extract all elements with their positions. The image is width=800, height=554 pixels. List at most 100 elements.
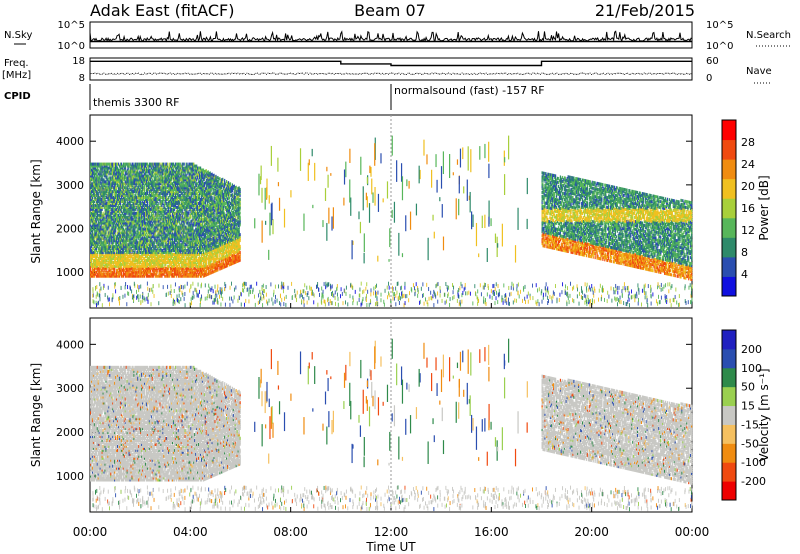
power-cell xyxy=(134,264,136,268)
power-cell xyxy=(152,194,154,198)
power-cell xyxy=(134,197,136,202)
power-cell xyxy=(113,225,115,229)
power-cell xyxy=(121,186,124,190)
power-cell xyxy=(145,245,148,249)
power-cell xyxy=(125,231,127,235)
power-cell xyxy=(130,186,132,190)
power-cell xyxy=(139,215,141,219)
power-cell xyxy=(150,274,152,278)
power-cell xyxy=(145,272,148,276)
power-cell xyxy=(95,260,97,264)
power-cell xyxy=(91,262,94,266)
power-cell xyxy=(145,176,148,180)
power-cell xyxy=(146,221,149,225)
power-cell xyxy=(152,197,154,202)
power-cell xyxy=(133,254,135,259)
power-cell xyxy=(112,270,114,274)
power-cell xyxy=(91,195,94,200)
power-cell xyxy=(99,274,101,278)
power-cell xyxy=(134,172,136,176)
power-cell xyxy=(134,207,136,211)
power-cell xyxy=(152,262,154,266)
power-cell xyxy=(90,237,93,241)
power-cell xyxy=(147,215,150,219)
power-cell xyxy=(154,233,156,237)
power-cell xyxy=(129,262,131,266)
power-cell xyxy=(130,243,132,247)
power-cell xyxy=(138,166,140,170)
power-cell xyxy=(111,211,113,215)
power-cell xyxy=(108,213,110,217)
power-cell xyxy=(92,164,95,168)
power-cell xyxy=(153,190,155,194)
power-cell xyxy=(96,252,98,257)
power-cell xyxy=(115,237,117,241)
power-cell xyxy=(92,190,95,194)
power-cell xyxy=(107,221,109,225)
power-cell xyxy=(142,221,144,225)
power-cell xyxy=(127,245,129,249)
power-cell xyxy=(116,215,118,219)
power-cell xyxy=(129,178,131,182)
power-cell xyxy=(132,176,134,180)
power-cell xyxy=(93,266,96,270)
power-cell xyxy=(110,251,112,255)
power-cell xyxy=(120,184,123,188)
power-cell xyxy=(118,254,121,259)
power-cell xyxy=(115,182,117,186)
power-cell xyxy=(108,270,110,274)
power-cell xyxy=(97,272,99,276)
power-cell xyxy=(134,164,136,168)
power-cell xyxy=(132,262,134,266)
power-cell xyxy=(91,207,94,211)
power-cell xyxy=(144,199,147,204)
power-cell xyxy=(144,203,146,207)
power-cell xyxy=(121,262,124,266)
power-cell xyxy=(148,256,151,261)
power-cell xyxy=(132,235,134,239)
power-cell xyxy=(129,221,131,225)
power-cell xyxy=(93,174,96,178)
power-cell xyxy=(103,172,105,176)
power-cell xyxy=(136,201,138,205)
power-cell xyxy=(130,205,132,209)
power-cell xyxy=(131,184,133,188)
power-cell xyxy=(99,231,101,235)
power-cell xyxy=(111,274,113,278)
power-cell xyxy=(115,229,117,233)
power-cell xyxy=(154,239,156,243)
power-cell xyxy=(130,219,132,223)
power-cell xyxy=(113,197,115,202)
power-cell xyxy=(117,190,120,194)
power-cell xyxy=(96,217,98,221)
power-cell xyxy=(111,239,113,243)
power-cell xyxy=(111,182,113,186)
power-cell xyxy=(151,243,153,247)
power-cell xyxy=(104,239,106,243)
power-cell xyxy=(117,199,119,204)
power-cell xyxy=(128,270,130,274)
power-cell xyxy=(131,270,133,274)
power-cell xyxy=(117,162,119,166)
power-cell xyxy=(143,201,145,205)
power-cell xyxy=(116,264,118,268)
power-cell xyxy=(148,162,151,166)
power-cell xyxy=(108,223,110,227)
power-cell xyxy=(118,260,121,264)
power-cell xyxy=(133,195,135,200)
power-cell xyxy=(135,274,137,278)
power-cell xyxy=(135,207,137,211)
power-cell xyxy=(113,272,115,276)
power-cell xyxy=(120,258,123,262)
power-cell xyxy=(90,176,92,180)
power-cell xyxy=(93,264,96,268)
power-cell xyxy=(112,194,114,198)
power-cell xyxy=(93,227,96,231)
power-cell xyxy=(117,223,119,227)
power-cell xyxy=(118,247,121,251)
power-cell xyxy=(150,243,152,247)
power-cell xyxy=(112,176,114,180)
power-cell xyxy=(98,274,100,278)
power-cell xyxy=(119,252,122,257)
power-cell xyxy=(141,170,143,174)
